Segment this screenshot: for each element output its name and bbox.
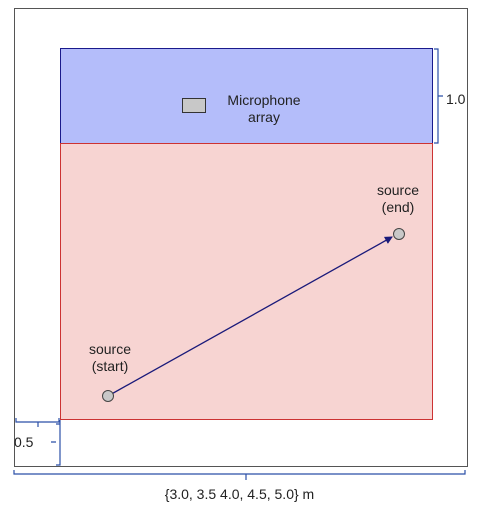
room-outer-border xyxy=(14,8,468,467)
dimension-bracket-offset xyxy=(15,418,60,427)
microphone-array-icon xyxy=(182,98,206,113)
source-end-marker xyxy=(393,228,405,240)
dimension-bracket-right xyxy=(434,48,443,144)
microphone-region xyxy=(60,48,433,144)
trajectory-arrow xyxy=(107,236,393,397)
source-end-label: source (end) xyxy=(376,182,420,215)
microphone-array-label: Microphone array xyxy=(227,92,301,125)
dimension-bracket-left xyxy=(51,420,61,466)
dimension-label-top: 1.0 xyxy=(446,91,466,107)
source-region xyxy=(60,143,433,420)
source-start-label: source (start) xyxy=(88,341,132,374)
dimension-label-width: {3.0, 3.5 4.0, 4.5, 5.0} m xyxy=(164,486,315,502)
dimension-bracket-bottom xyxy=(13,470,466,480)
source-start-marker xyxy=(102,390,114,402)
dimension-label-left: 0.5 xyxy=(14,434,34,450)
